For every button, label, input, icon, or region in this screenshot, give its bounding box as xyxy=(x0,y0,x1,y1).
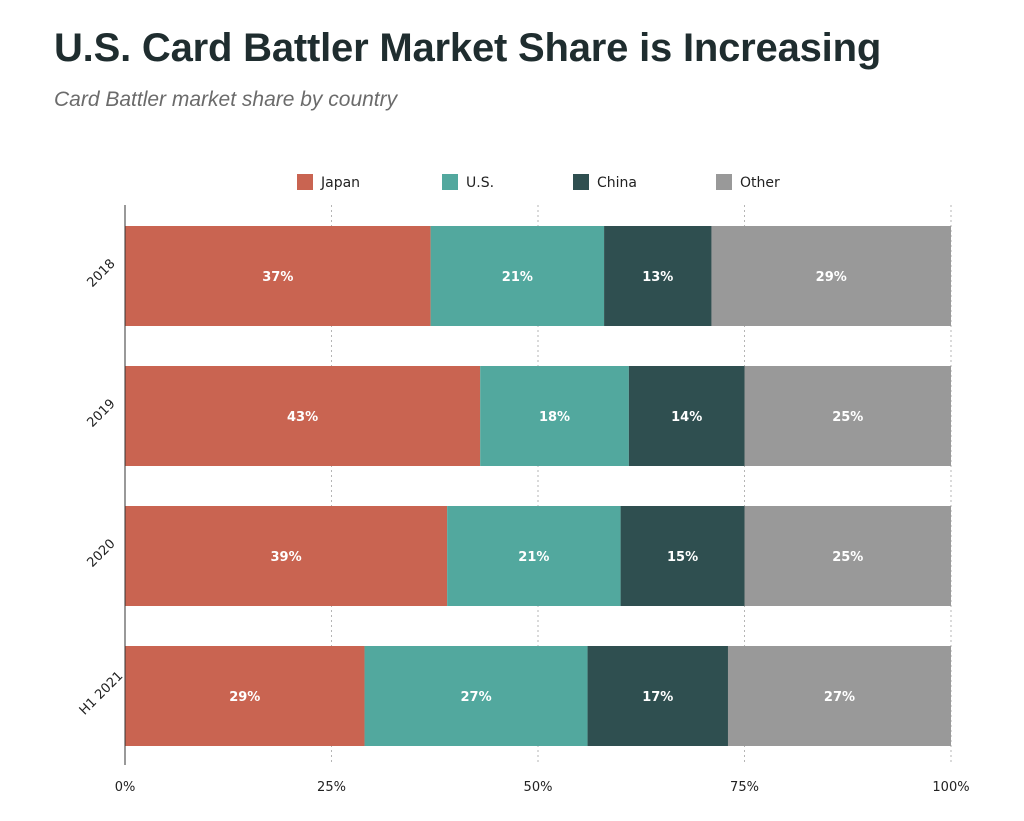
legend: Japan U.S. China Other xyxy=(297,174,780,191)
bar-2020-japan xyxy=(125,506,448,606)
category-label-2019: 2019 xyxy=(85,397,119,431)
bar-label-2018-china: 13% xyxy=(642,270,673,285)
bar-2018-u-s xyxy=(430,226,605,326)
bar-2020-china xyxy=(620,506,745,606)
bar-h1-2021-u-s xyxy=(364,646,588,746)
bar-label-2020-u-s: 21% xyxy=(518,550,549,565)
legend-swatch-other xyxy=(716,174,732,190)
x-tick-label-0: 0% xyxy=(115,780,136,795)
page-subtitle: Card Battler market share by country xyxy=(54,88,398,111)
bar-label-h1-2021-other: 27% xyxy=(824,690,855,705)
x-tick-label-50: 50% xyxy=(524,780,553,795)
legend-swatch-u-s xyxy=(442,174,458,190)
bar-label-2019-china: 14% xyxy=(671,410,702,425)
bar-2019-other xyxy=(744,366,951,466)
bar-label-2020-other: 25% xyxy=(832,550,863,565)
bar-label-2019-u-s: 18% xyxy=(539,410,570,425)
bar-label-2020-japan: 39% xyxy=(271,550,302,565)
x-tick-label-75: 75% xyxy=(730,780,759,795)
x-tick-label-100: 100% xyxy=(932,780,969,795)
bar-2020-other xyxy=(744,506,951,606)
legend-label-china: China xyxy=(597,175,637,191)
legend-swatch-japan xyxy=(297,174,313,190)
bar-label-2018-japan: 37% xyxy=(262,270,293,285)
bars: 37% 21% 13% 29% 43% 18% 14% 25% 39% 21% 15% 25% 29% 2… xyxy=(125,226,951,746)
bar-label-h1-2021-u-s: 27% xyxy=(460,690,491,705)
legend-label-other: Other xyxy=(740,175,780,191)
bar-label-h1-2021-japan: 29% xyxy=(229,690,260,705)
bar-2019-japan xyxy=(125,366,481,466)
bar-2018-china xyxy=(604,226,712,326)
legend-label-japan: Japan xyxy=(320,175,360,191)
legend-swatch-china xyxy=(573,174,589,190)
page-title: U.S. Card Battler Market Share is Increa… xyxy=(54,26,882,70)
bar-2019-china xyxy=(628,366,745,466)
x-tick-label-25: 25% xyxy=(317,780,346,795)
bar-label-2018-other: 29% xyxy=(816,270,847,285)
bar-h1-2021-china xyxy=(587,646,728,746)
bar-label-2020-china: 15% xyxy=(667,550,698,565)
bar-label-2019-japan: 43% xyxy=(287,410,318,425)
bar-2020-u-s xyxy=(447,506,621,606)
category-label-2018: 2018 xyxy=(85,257,119,291)
bar-h1-2021-japan xyxy=(125,646,365,746)
category-label-2020: 2020 xyxy=(85,537,119,571)
category-label-h1-2021: H1 2021 xyxy=(77,669,127,719)
bar-label-2018-u-s: 21% xyxy=(502,270,533,285)
bar-2018-other xyxy=(711,226,951,326)
legend-label-u-s: U.S. xyxy=(466,175,494,191)
bar-2019-u-s xyxy=(480,366,629,466)
bar-label-2019-other: 25% xyxy=(832,410,863,425)
bar-h1-2021-other xyxy=(727,646,951,746)
bar-label-h1-2021-china: 17% xyxy=(642,690,673,705)
bar-2018-japan xyxy=(125,226,431,326)
